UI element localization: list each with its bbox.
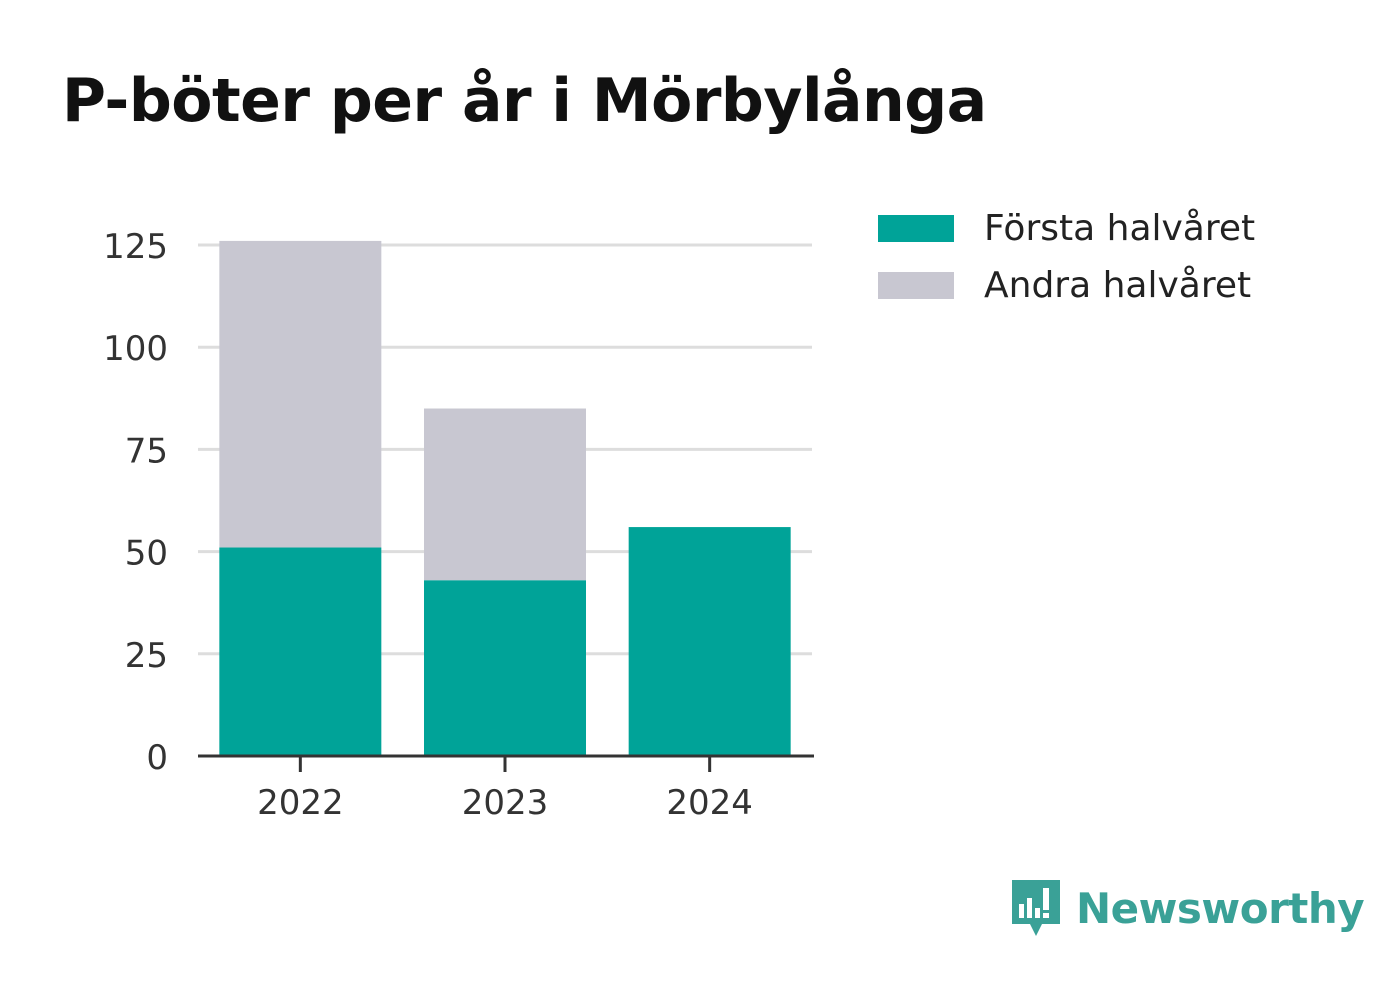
brand-name: Newsworthy xyxy=(1076,883,1365,933)
y-tick-label: 75 xyxy=(125,431,168,471)
brand-logo: Newsworthy xyxy=(1010,878,1365,938)
legend-swatch-second-half xyxy=(878,272,954,299)
legend-item-second-half: Andra halvåret xyxy=(878,257,1255,314)
legend: Första halvåret Andra halvåret xyxy=(878,200,1255,314)
bar-chart-speech-bubble-icon xyxy=(1012,880,1060,936)
y-tick-label: 25 xyxy=(125,636,168,676)
bar-2022-series-1 xyxy=(219,240,382,548)
bar-2023-series-0 xyxy=(424,580,586,756)
bar-2024-series-0 xyxy=(628,527,791,756)
bars xyxy=(219,240,791,756)
chart-title: P-böter per år i Mörbylånga xyxy=(62,66,987,136)
y-tick-label: 50 xyxy=(125,534,168,574)
y-tick-label: 0 xyxy=(146,738,168,778)
legend-item-first-half: Första halvåret xyxy=(878,200,1255,257)
x-tick-label-2023: 2023 xyxy=(462,783,549,823)
legend-label-second-half: Andra halvåret xyxy=(984,265,1252,306)
legend-label-first-half: Första halvåret xyxy=(984,208,1256,249)
bar-2022-series-0 xyxy=(219,547,382,756)
x-tick-label-2022: 2022 xyxy=(257,783,344,823)
legend-swatch-first-half xyxy=(878,215,954,242)
axes: 0 25 50 75 100 125 2022 2023 2024 xyxy=(103,227,814,823)
bar-2023-series-1 xyxy=(424,408,586,581)
y-tick-label: 100 xyxy=(103,329,168,369)
x-tick-label-2024: 2024 xyxy=(666,783,753,823)
y-tick-label: 125 xyxy=(103,227,168,267)
